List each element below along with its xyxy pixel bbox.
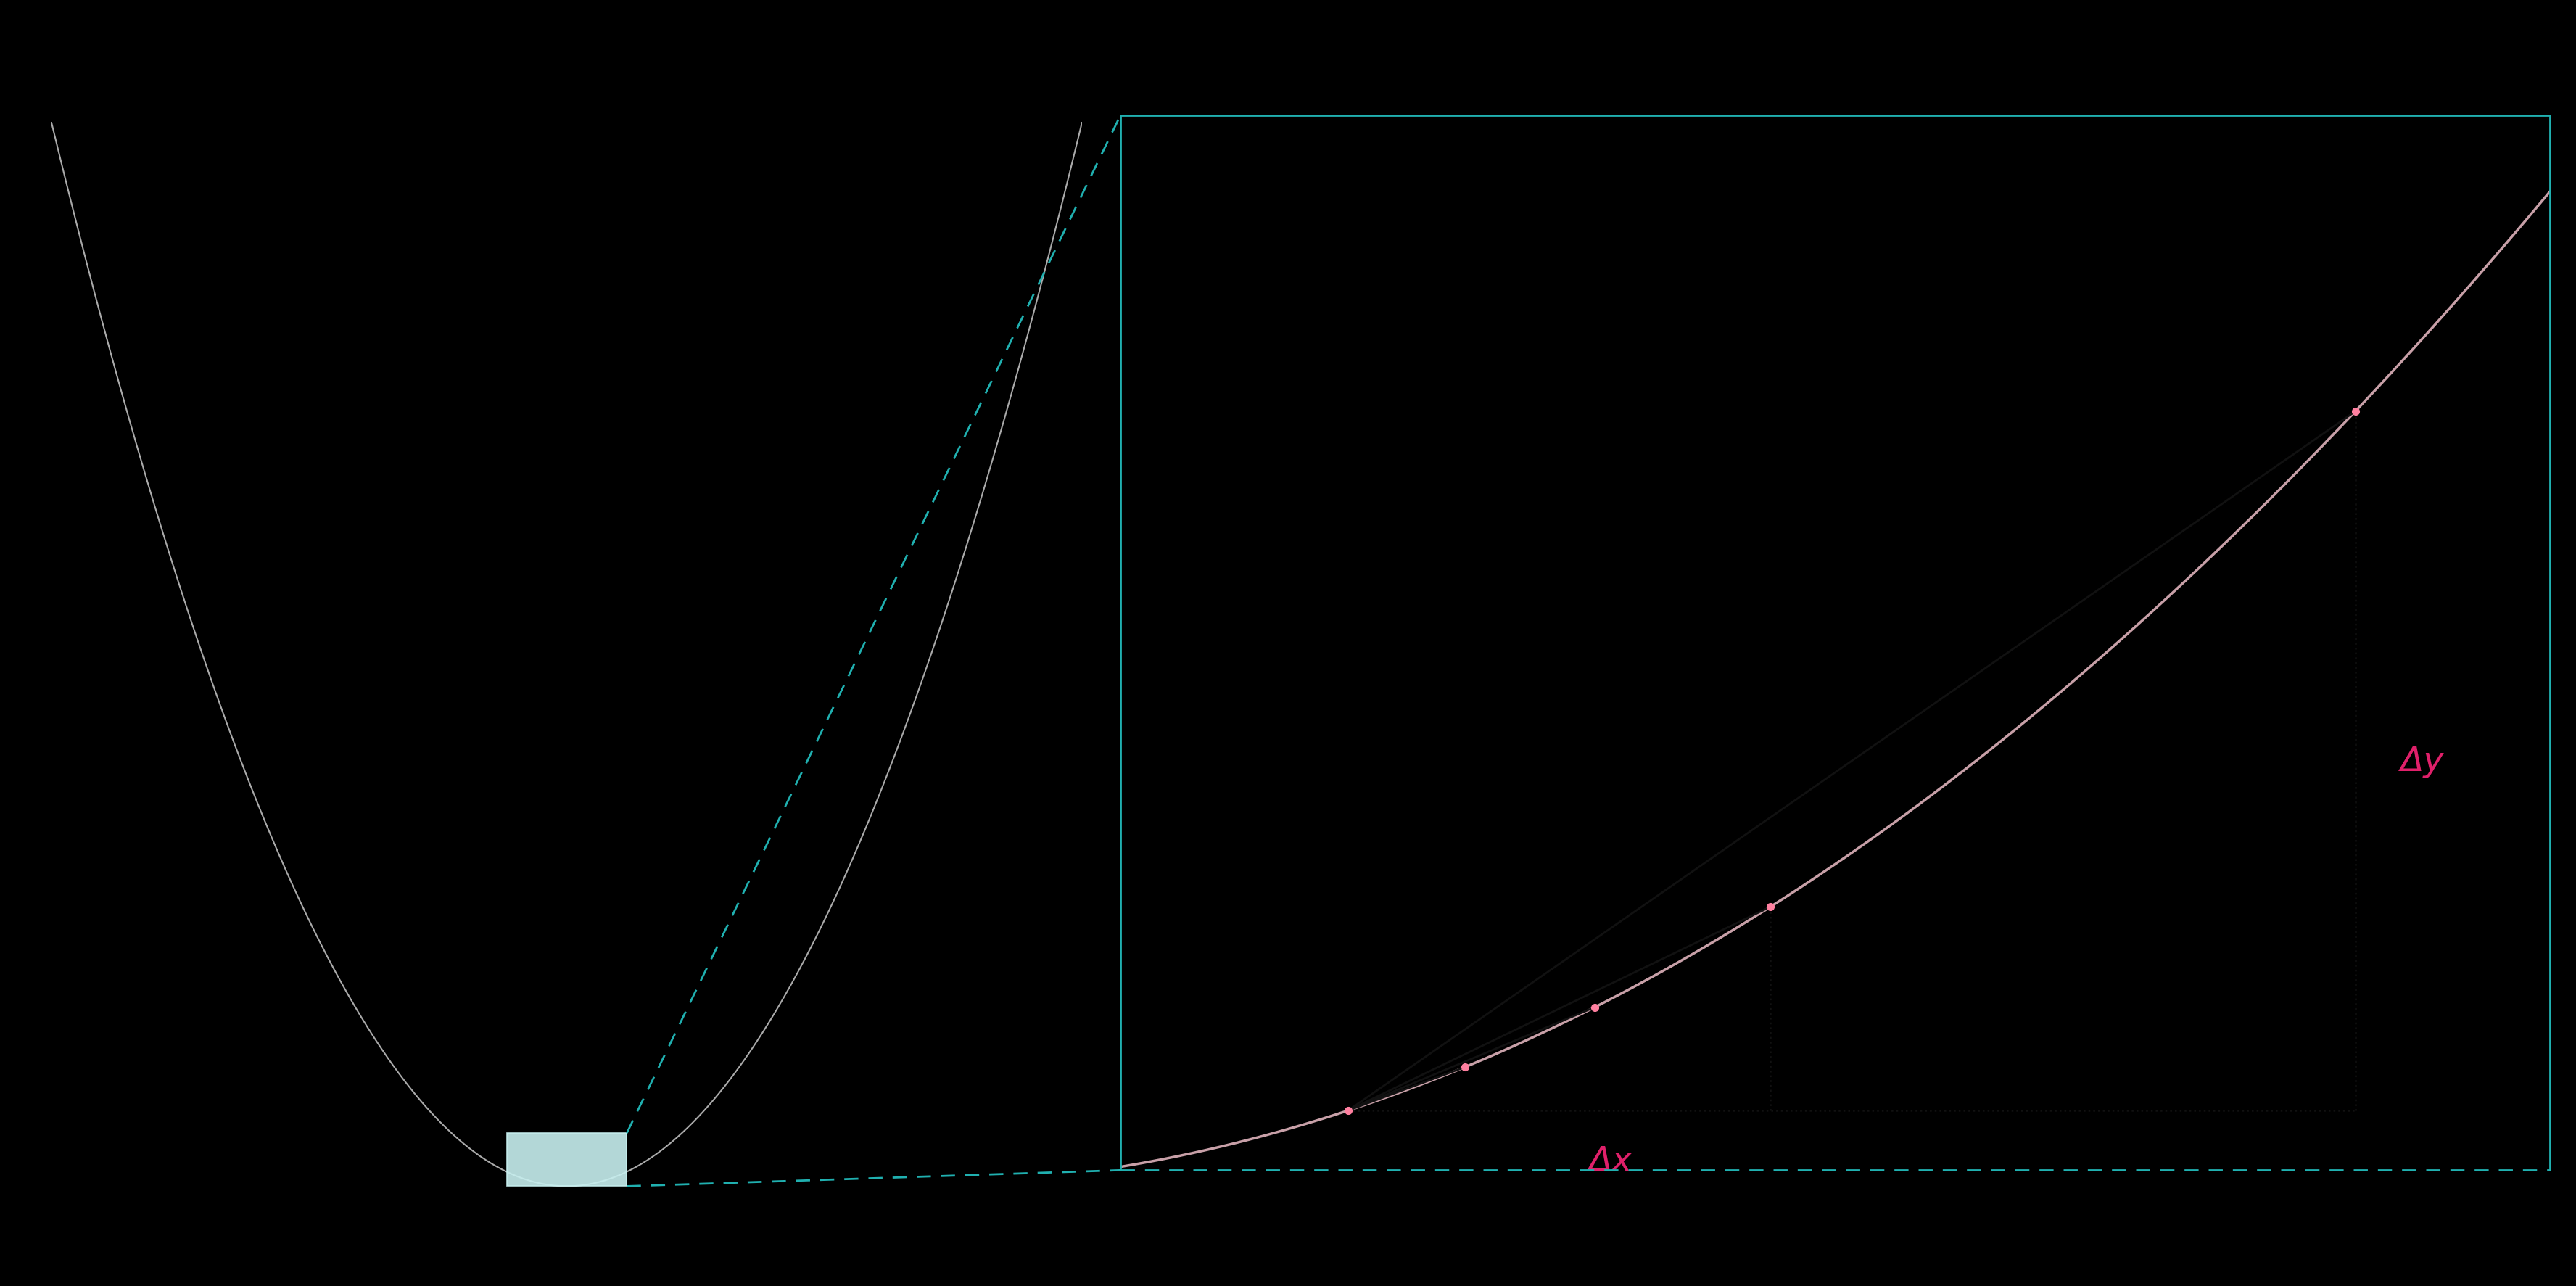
Text: Δy: Δy — [2401, 745, 2445, 778]
Text: Δx: Δx — [1589, 1145, 1633, 1177]
Bar — [507, 1133, 626, 1186]
